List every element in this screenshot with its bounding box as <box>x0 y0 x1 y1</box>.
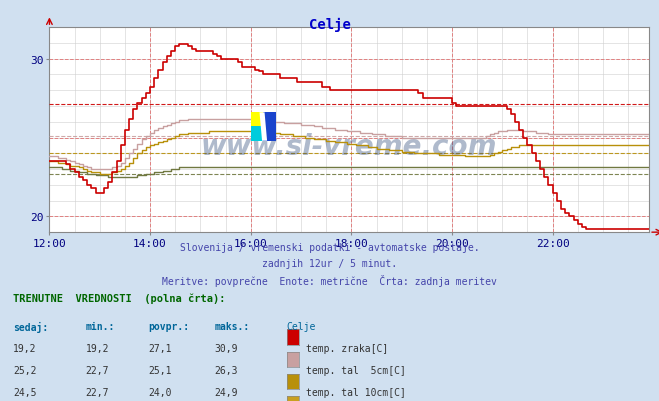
Text: temp. zraka[C]: temp. zraka[C] <box>306 343 389 353</box>
Text: 30,9: 30,9 <box>214 343 238 353</box>
Text: 25,1: 25,1 <box>148 365 172 375</box>
Text: min.:: min.: <box>86 321 115 331</box>
Text: 19,2: 19,2 <box>13 343 37 353</box>
Text: 24,5: 24,5 <box>13 387 37 397</box>
Text: 22,7: 22,7 <box>86 387 109 397</box>
Bar <box>250 127 264 141</box>
Text: 25,2: 25,2 <box>13 365 37 375</box>
Text: www.si-vreme.com: www.si-vreme.com <box>201 133 498 161</box>
Text: sedaj:: sedaj: <box>13 321 48 332</box>
Text: temp. tal  5cm[C]: temp. tal 5cm[C] <box>306 365 407 375</box>
Text: maks.:: maks.: <box>214 321 249 331</box>
Text: Meritve: povprečne  Enote: metrične  Črta: zadnja meritev: Meritve: povprečne Enote: metrične Črta:… <box>162 275 497 287</box>
Text: 24,0: 24,0 <box>148 387 172 397</box>
Bar <box>264 113 276 141</box>
Text: 22,7: 22,7 <box>86 365 109 375</box>
Text: povpr.:: povpr.: <box>148 321 189 331</box>
Text: 27,1: 27,1 <box>148 343 172 353</box>
Text: 24,9: 24,9 <box>214 387 238 397</box>
Text: 26,3: 26,3 <box>214 365 238 375</box>
Text: zadnjih 12ur / 5 minut.: zadnjih 12ur / 5 minut. <box>262 259 397 269</box>
Text: Celje: Celje <box>287 321 316 331</box>
Text: 19,2: 19,2 <box>86 343 109 353</box>
Text: Slovenija / vremenski podatki - avtomatske postaje.: Slovenija / vremenski podatki - avtomats… <box>180 243 479 253</box>
Text: Celje: Celje <box>308 18 351 32</box>
Text: temp. tal 10cm[C]: temp. tal 10cm[C] <box>306 387 407 397</box>
Bar <box>250 113 264 127</box>
Text: TRENUTNE  VREDNOSTI  (polna črta):: TRENUTNE VREDNOSTI (polna črta): <box>13 293 225 303</box>
Polygon shape <box>260 113 267 141</box>
